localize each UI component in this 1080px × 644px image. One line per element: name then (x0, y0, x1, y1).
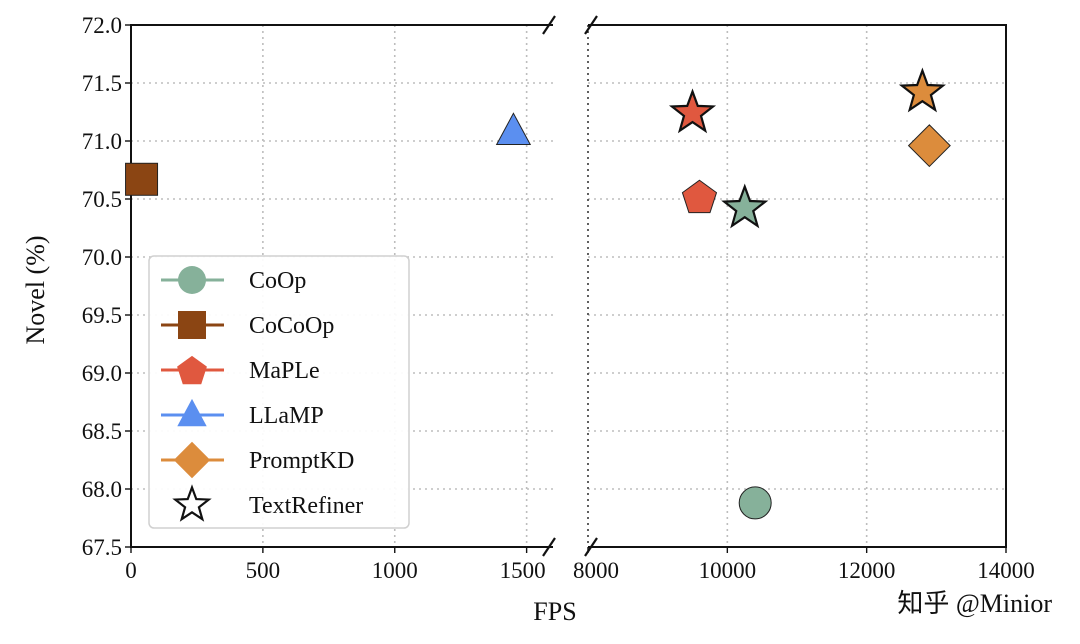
y-tick-label: 68.0 (82, 477, 122, 502)
y-tick-label: 67.5 (82, 535, 122, 560)
cocoop-point (125, 162, 159, 196)
coop-point (738, 486, 772, 520)
y-tick-label: 71.0 (82, 129, 122, 154)
x-tick-label: 8000 (573, 558, 619, 583)
right-panel-frame (588, 24, 1007, 548)
y-tick-label: 70.5 (82, 187, 122, 212)
y-tick-label: 72.0 (82, 13, 122, 38)
axis-break-mark (542, 15, 556, 35)
data-points (125, 67, 951, 520)
y-tick-label: 68.5 (82, 419, 122, 444)
y-tick-label: 70.0 (82, 245, 122, 270)
legend-label-llamp: LLaMP (249, 403, 324, 429)
llamp-point (495, 112, 532, 146)
x-tick-label: 0 (125, 558, 137, 583)
legend-label-textrefiner: TextRefiner (249, 493, 363, 519)
tick-labels: 67.5 68.0 68.5 69.0 69.5 70.0 70.5 71.0 71.5 72.0… (82, 13, 1035, 583)
legend-label-coop: CoOp (249, 268, 306, 294)
legend-marker-llamp (177, 398, 207, 427)
axis-break-mark (542, 537, 556, 557)
x-axis-label: FPS (533, 597, 576, 626)
x-tick-label: 1500 (500, 558, 546, 583)
axis-break-mark (584, 15, 598, 35)
axis-break-mark (584, 537, 598, 557)
legend: CoOp CoCoOp MaPLe LLaMP PromptKD TextRefiner (148, 255, 410, 529)
legend-box (148, 255, 410, 529)
y-tick-label: 69.0 (82, 361, 122, 386)
x-tick-label: 10000 (699, 558, 757, 583)
legend-label-cocoop: CoCoOp (249, 313, 334, 339)
y-tick-label: 71.5 (82, 71, 122, 96)
textrefiner-point (898, 67, 946, 113)
legend-marker-textrefiner (172, 484, 212, 522)
axes (125, 15, 1007, 557)
legend-label-promptkd: PromptKD (249, 448, 354, 474)
watermark-text: 知乎 @Minior (897, 589, 1052, 618)
x-tick-label: 14000 (977, 558, 1035, 583)
x-tick-label: 12000 (838, 558, 896, 583)
y-tick-label: 69.5 (82, 303, 122, 328)
textrefiner-point (668, 88, 717, 134)
x-tick-label: 1000 (372, 558, 418, 583)
maple-point (681, 179, 718, 214)
y-axis-label: Novel (%) (21, 235, 50, 344)
textrefiner-point (721, 183, 769, 229)
legend-marker-cocoop (178, 311, 206, 339)
left-panel-frame (130, 24, 553, 548)
promptkd-point (907, 124, 951, 168)
legend-marker-coop (178, 266, 206, 294)
legend-marker-maple (177, 355, 207, 385)
legend-label-maple: MaPLe (249, 358, 320, 384)
legend-marker-promptkd (173, 441, 211, 479)
x-tick-label: 500 (246, 558, 281, 583)
